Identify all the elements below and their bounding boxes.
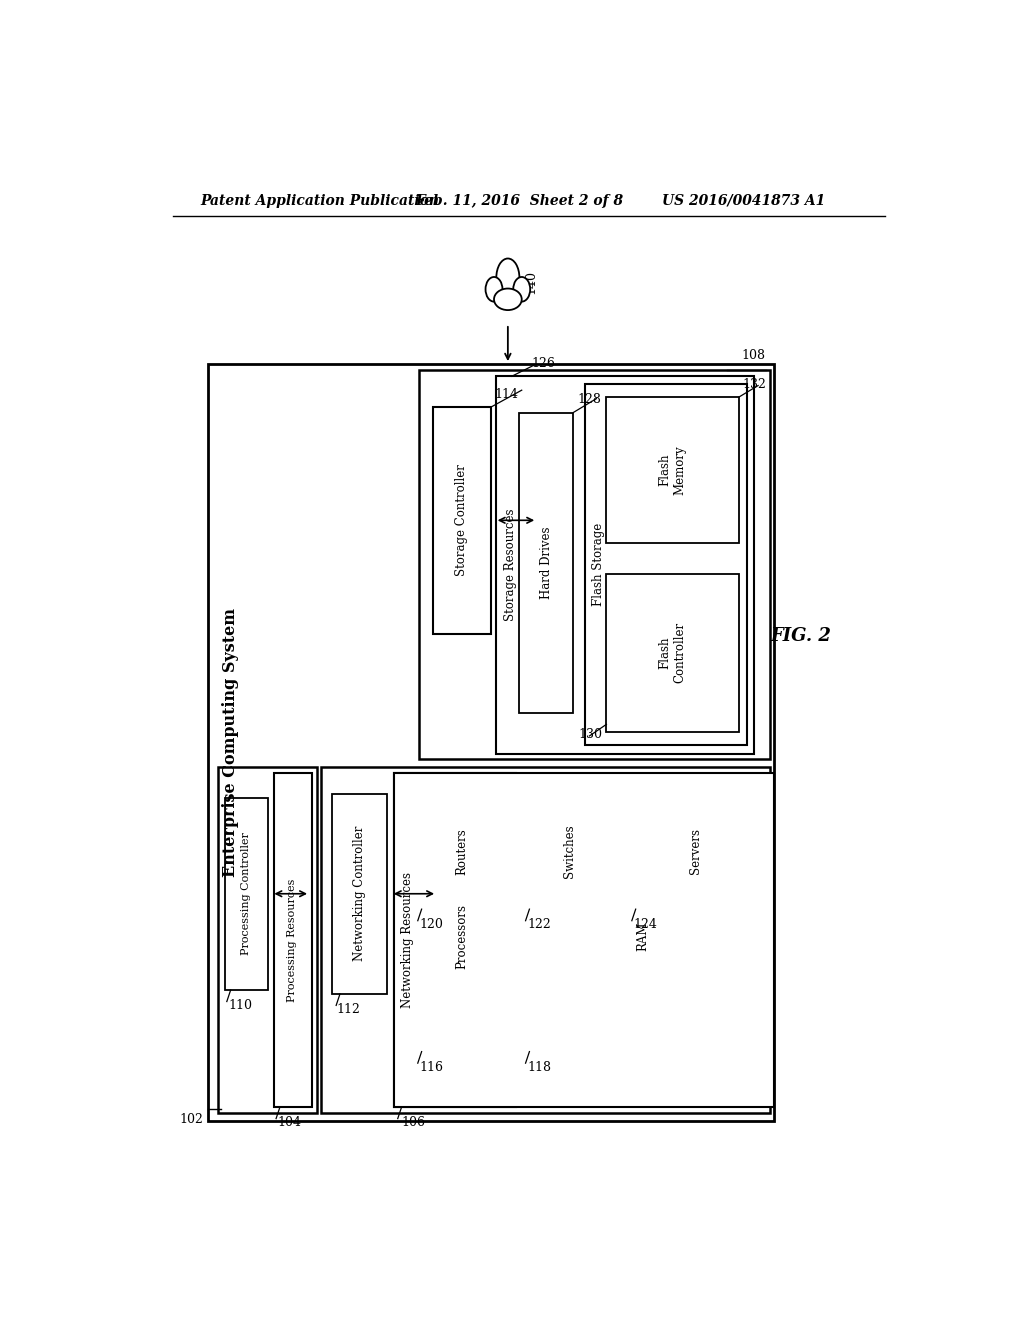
Bar — [273, 774, 311, 1107]
Text: 112: 112 — [336, 1003, 360, 1016]
Ellipse shape — [494, 289, 521, 310]
Text: Flash
Controller: Flash Controller — [658, 622, 687, 684]
Text: 126: 126 — [531, 358, 555, 370]
Bar — [419, 370, 770, 759]
Bar — [497, 376, 755, 754]
Text: 128: 128 — [578, 393, 601, 407]
Text: Networking Resources: Networking Resources — [401, 873, 415, 1008]
Text: 118: 118 — [527, 1061, 551, 1074]
Text: Storage Controller: Storage Controller — [455, 465, 468, 577]
Text: 114: 114 — [495, 388, 519, 401]
Text: Storage Resources: Storage Resources — [504, 508, 517, 622]
Ellipse shape — [513, 277, 530, 302]
Text: Switches: Switches — [563, 825, 575, 878]
Bar — [606, 397, 739, 544]
Text: 116: 116 — [419, 1061, 443, 1074]
Text: RAM: RAM — [636, 921, 649, 950]
Bar — [585, 384, 746, 744]
Bar — [606, 574, 739, 733]
Bar — [208, 364, 773, 1121]
Bar — [224, 797, 267, 990]
Text: FIG. 2: FIG. 2 — [770, 627, 830, 644]
Text: Routers: Routers — [455, 828, 468, 875]
Text: Processors: Processors — [455, 904, 468, 969]
Text: 106: 106 — [401, 1117, 426, 1130]
Bar — [416, 821, 508, 1052]
Text: 130: 130 — [579, 729, 602, 742]
Text: 120: 120 — [419, 919, 443, 932]
Text: Hard Drives: Hard Drives — [540, 527, 553, 599]
Text: 122: 122 — [527, 919, 551, 932]
Bar — [333, 793, 387, 994]
Text: US 2016/0041873 A1: US 2016/0041873 A1 — [662, 194, 825, 207]
Bar — [433, 407, 490, 635]
Bar — [321, 767, 770, 1113]
Text: Patent Application Publication: Patent Application Publication — [200, 194, 439, 207]
Text: Flash Storage: Flash Storage — [592, 523, 605, 606]
Text: Feb. 11, 2016  Sheet 2 of 8: Feb. 11, 2016 Sheet 2 of 8 — [416, 194, 624, 207]
Bar — [523, 821, 762, 1052]
Bar — [519, 413, 573, 713]
Bar — [416, 793, 508, 909]
Text: 140: 140 — [524, 269, 538, 293]
Text: 108: 108 — [741, 350, 766, 363]
Text: 110: 110 — [228, 999, 252, 1012]
Text: Enterprise Computing System: Enterprise Computing System — [222, 607, 240, 876]
Ellipse shape — [497, 259, 519, 297]
Text: Processing Controller: Processing Controller — [241, 833, 251, 956]
Bar — [394, 774, 515, 1107]
Bar — [630, 793, 762, 909]
Bar — [217, 767, 316, 1113]
Text: Flash
Memory: Flash Memory — [658, 445, 687, 495]
Bar — [523, 793, 615, 909]
Text: 132: 132 — [742, 378, 767, 391]
Text: 104: 104 — [278, 1117, 302, 1130]
Text: 102: 102 — [180, 1113, 204, 1126]
Text: Processing Resources: Processing Resources — [288, 878, 297, 1002]
Text: Servers: Servers — [689, 829, 702, 874]
Text: Networking Controller: Networking Controller — [352, 826, 366, 961]
Bar — [394, 774, 773, 1107]
Text: 124: 124 — [634, 919, 657, 932]
Ellipse shape — [485, 277, 503, 302]
